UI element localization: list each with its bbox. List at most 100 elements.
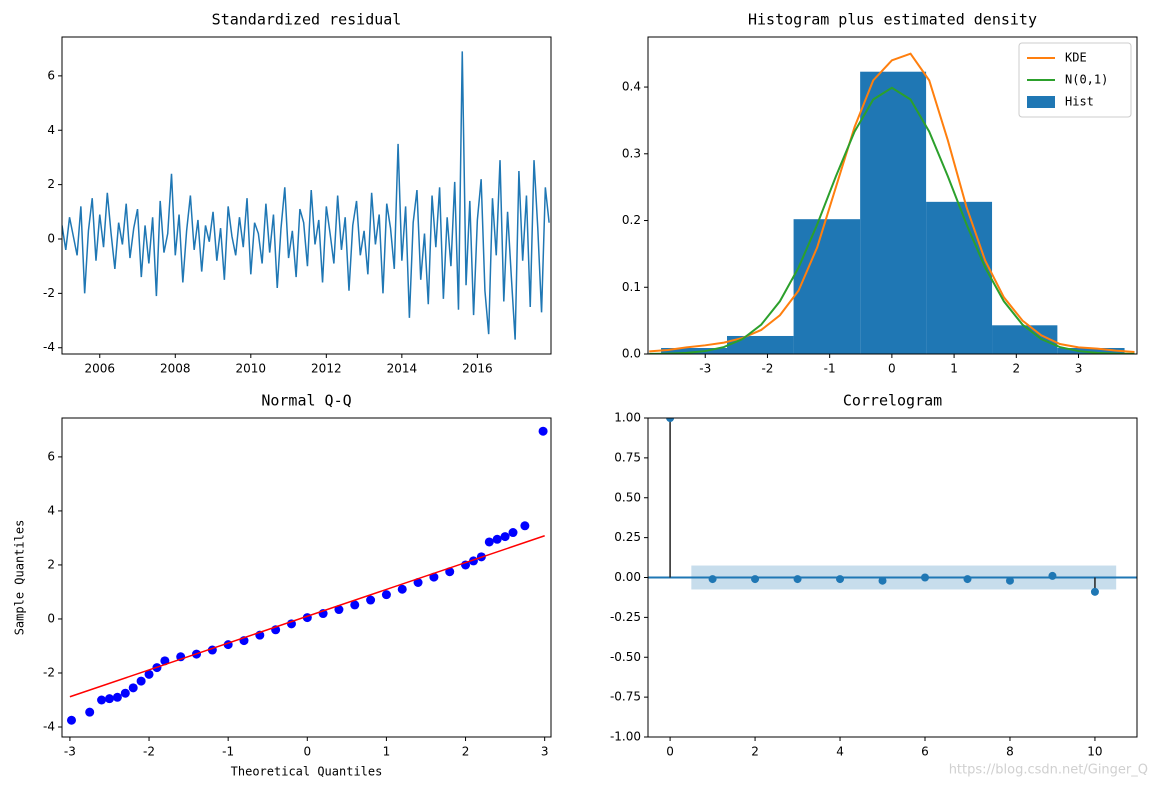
stem-marker xyxy=(1005,576,1014,585)
plot-area xyxy=(649,52,1135,354)
x-tick-label: 2 xyxy=(751,745,759,759)
reference-line xyxy=(69,535,545,698)
y-tick-label: 0 xyxy=(47,231,55,245)
qq-point xyxy=(334,605,344,615)
qq-point xyxy=(350,600,360,610)
y-tick-label: 4 xyxy=(47,123,55,137)
x-tick-label: 10 xyxy=(1087,745,1102,759)
y-tick-label: -2 xyxy=(43,286,55,300)
hist-bar xyxy=(727,335,794,354)
x-tick-label: 3 xyxy=(541,745,549,759)
qq-point xyxy=(136,676,146,686)
x-tick-label: 2010 xyxy=(236,362,267,376)
x-tick-label: 2012 xyxy=(311,362,342,376)
x-tick-label: -3 xyxy=(699,362,711,376)
y-tick-label: 0 xyxy=(47,611,55,625)
x-tick-label: 6 xyxy=(921,745,929,759)
qq-point xyxy=(381,590,391,600)
x-tick-label: 1 xyxy=(950,362,958,376)
x-tick-label: -3 xyxy=(64,745,76,759)
x-tick-label: 2 xyxy=(1012,362,1020,376)
legend-label: KDE xyxy=(1065,51,1087,65)
subplot: Correlogram 0 2 4 6 8 10 1.00 0.75 0.50 0.25 0.00 -0… xyxy=(610,392,1138,759)
x-tick-label: 1 xyxy=(383,745,391,759)
qq-point xyxy=(397,584,407,594)
y-tick-label: 6 xyxy=(47,449,55,463)
plot-area xyxy=(62,51,550,340)
y-axis-label: Sample Quantiles xyxy=(13,520,27,636)
qq-point xyxy=(492,534,502,544)
y-tick-label: 0.4 xyxy=(622,80,641,94)
subplot-title: Histogram plus estimated density xyxy=(748,11,1037,29)
y-tick-label: 0.25 xyxy=(614,530,641,544)
y-tick-label: -0.25 xyxy=(610,610,641,624)
x-tick-label: -1 xyxy=(222,745,234,759)
x-axis-label: Theoretical Quantiles xyxy=(231,765,383,779)
x-tick-label: 2006 xyxy=(84,362,115,376)
x-tick-label: -2 xyxy=(761,362,773,376)
x-tick-label: 2016 xyxy=(462,362,493,376)
qq-point xyxy=(144,669,154,679)
hist-bar xyxy=(793,219,861,354)
qq-point xyxy=(104,694,114,704)
qq-point xyxy=(97,695,107,705)
x-tick-label: 3 xyxy=(1075,362,1083,376)
subplot: Standardized residual 2006 2008 2010 2012 201… xyxy=(43,11,552,376)
legend-label: N(0,1) xyxy=(1065,73,1108,87)
legend-swatch xyxy=(1027,96,1055,108)
y-tick-label: 6 xyxy=(47,68,55,82)
subplot-title: Standardized residual xyxy=(212,11,402,29)
x-tick-label: -2 xyxy=(143,745,155,759)
x-tick-label: 0 xyxy=(303,745,311,759)
x-tick-label: 0 xyxy=(666,745,674,759)
x-tick-label: 2 xyxy=(462,745,470,759)
axes-frame xyxy=(647,417,1138,738)
y-tick-label: 0.75 xyxy=(614,450,641,464)
qq-point xyxy=(120,688,130,698)
y-tick-label: 0.50 xyxy=(614,490,641,504)
qq-point xyxy=(520,521,530,531)
qq-point xyxy=(85,707,95,717)
x-tick-label: 8 xyxy=(1006,745,1014,759)
density-line xyxy=(649,86,1135,354)
y-tick-label: 2 xyxy=(47,557,55,571)
y-tick-label: -0.50 xyxy=(610,650,641,664)
subplot: Histogram plus estimated density -3 -2 -1 0 1… xyxy=(622,11,1138,376)
hist-bar xyxy=(661,347,728,354)
axes-frame xyxy=(61,36,552,355)
qq-point xyxy=(366,595,376,605)
watermark: https://blog.csdn.net/Ginger_Q xyxy=(949,763,1148,778)
legend-label: Hist xyxy=(1065,95,1094,109)
x-tick-label: 2014 xyxy=(387,362,418,376)
axes-frame xyxy=(647,36,1138,355)
y-tick-label: 0.0 xyxy=(622,347,641,361)
qq-point xyxy=(484,537,494,547)
stem-marker xyxy=(878,576,887,585)
x-tick-label: 2008 xyxy=(160,362,191,376)
axes-frame xyxy=(61,417,552,738)
subplot: Normal Q-Q -3 -2 -1 0 1 2 3 -4 -2 0 2 4 6 Theoretical … xyxy=(13,392,552,779)
y-tick-label: 0.00 xyxy=(614,570,641,584)
y-tick-label: 0.2 xyxy=(622,213,641,227)
subplot-title: Correlogram xyxy=(843,392,942,410)
qq-point xyxy=(538,426,548,436)
stem-marker xyxy=(1090,587,1099,596)
stem-marker xyxy=(836,575,845,584)
hist-bar xyxy=(926,201,993,354)
y-tick-label: 4 xyxy=(47,503,55,517)
y-tick-label: -1.00 xyxy=(610,730,641,744)
y-tick-label: -0.75 xyxy=(610,690,641,704)
stem-marker xyxy=(666,418,675,422)
plot-area xyxy=(66,426,548,725)
x-tick-label: -1 xyxy=(824,362,836,376)
qq-point xyxy=(66,715,76,725)
stem-marker xyxy=(963,575,972,584)
y-tick-label: 1.00 xyxy=(614,411,641,425)
stem-marker xyxy=(921,573,930,582)
y-tick-label: 2 xyxy=(47,177,55,191)
plot-area xyxy=(648,418,1137,596)
density-line xyxy=(649,52,1135,353)
y-tick-label: 0.3 xyxy=(622,146,641,160)
hist-bar xyxy=(1057,347,1125,354)
